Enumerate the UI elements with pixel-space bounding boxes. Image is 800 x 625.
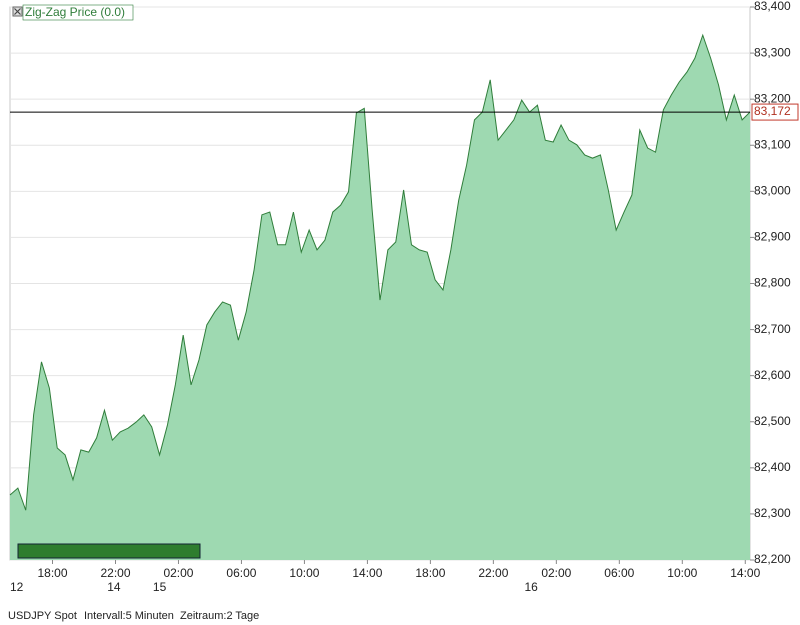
x-tick-label: 06:00 xyxy=(604,566,634,580)
legend-box xyxy=(22,4,134,21)
axes: 82,200 82,300 82,400 82,500 82,600 82,700 82,8… xyxy=(10,0,799,594)
y-tick-label: 83,400 xyxy=(754,0,791,13)
marks xyxy=(9,33,751,561)
y-tick-label: 82,400 xyxy=(754,460,791,474)
y-tick-label: 82,800 xyxy=(754,276,791,290)
y-tick-label: 83,200 xyxy=(754,91,791,105)
footer-range: Zeitraum:2 Tage xyxy=(180,610,259,622)
date-tick-label: 12 xyxy=(10,580,24,594)
x-tick-label: 14:00 xyxy=(352,566,382,580)
area xyxy=(10,35,750,561)
y-tick-label: 83,300 xyxy=(754,45,791,59)
y-tick-label: 83,000 xyxy=(754,184,791,198)
y-tick-label: 82,500 xyxy=(754,414,791,428)
y-tick-label: 83,100 xyxy=(754,137,791,151)
y-tick-label: 82,600 xyxy=(754,368,791,382)
footer-symbol: USDJPY Spot xyxy=(8,610,77,622)
footer-interval: Intervall:5 Minuten xyxy=(84,610,174,622)
x-tick-label: 18:00 xyxy=(37,566,67,580)
x-tick-label: 10:00 xyxy=(667,566,697,580)
date-tick-label: 15 xyxy=(153,580,167,594)
date-tick-label: 14 xyxy=(107,580,121,594)
y-tick-label: 82,200 xyxy=(754,552,791,566)
area-line xyxy=(9,33,751,511)
legend-check xyxy=(14,8,21,15)
y-tick-label: 82,700 xyxy=(754,322,791,336)
legend-label: Zig-Zag Price (0.0) xyxy=(25,5,125,19)
progress-bar xyxy=(17,543,201,559)
x-tick-label: 14:00 xyxy=(730,566,760,580)
last-price-box xyxy=(751,103,799,121)
x-tick-label: 10:00 xyxy=(289,566,319,580)
x-tick-label: 02:00 xyxy=(163,566,193,580)
y-tick-label: 82,900 xyxy=(754,230,791,244)
x-tick-label: 02:00 xyxy=(541,566,571,580)
last-price-label: 83,172 xyxy=(754,104,791,118)
x-tick-label: 06:00 xyxy=(226,566,256,580)
x-tick-label: 22:00 xyxy=(478,566,508,580)
legend: Zig-Zag Price (0.0) xyxy=(12,4,134,21)
y-tick-label: 82,300 xyxy=(754,506,791,520)
x-tick-label: 22:00 xyxy=(100,566,130,580)
date-tick-label: 16 xyxy=(524,580,538,594)
x-tick-label: 18:00 xyxy=(415,566,445,580)
